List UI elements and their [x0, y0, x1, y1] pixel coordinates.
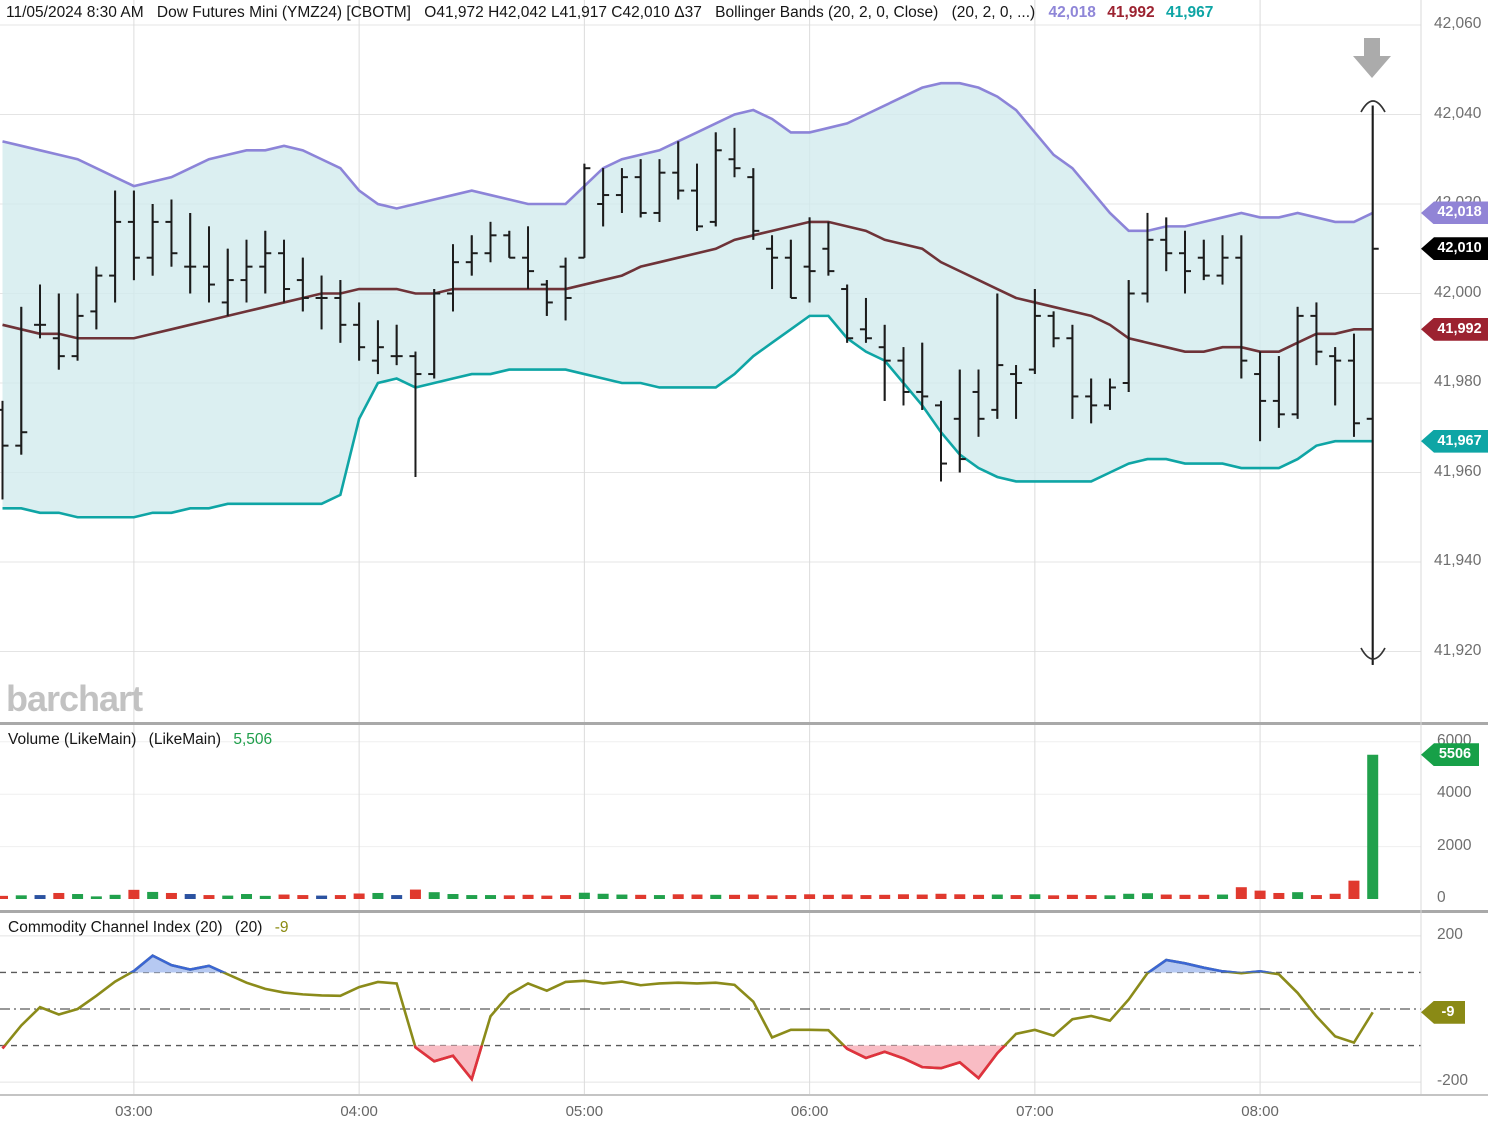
time-axis-tick: 06:00: [790, 1103, 829, 1120]
time-axis-tick: 04:00: [340, 1103, 378, 1120]
cci-line: [1, 954, 1374, 1082]
volume-pane-title: Volume (LikeMain) (LikeMain) 5,506: [8, 731, 280, 749]
volume-axis-tick: 2000: [1437, 836, 1472, 854]
header-ohlc: O41,972 H42,042 L41,917 C42,010 Δ37: [424, 4, 702, 21]
time-axis-tick: 03:00: [115, 1103, 153, 1120]
ellipse-annotation: [1360, 100, 1386, 660]
bollinger-band-area: [2, 81, 1374, 519]
header-symbol: Dow Futures Mini (YMZ24) [CBOTM]: [156, 4, 411, 21]
price-axis-tick: 41,980: [1434, 373, 1482, 390]
volume-value: 5,506: [233, 731, 273, 748]
price-axis-tick: 42,040: [1434, 104, 1482, 122]
volume-title-params: (LikeMain): [148, 731, 222, 748]
header-study: Bollinger Bands (20, 2, 0, Close): [715, 4, 939, 21]
cci-badge: -9: [1421, 1000, 1465, 1024]
price-axis-tick: 41,960: [1434, 462, 1482, 480]
price-axis-tick: 42,000: [1434, 283, 1482, 301]
barchart-watermark: barchart: [6, 678, 143, 719]
middle-band-badge: 41,992: [1421, 317, 1488, 341]
volume-badge: 5506: [1421, 743, 1479, 767]
cci-pane-title: Commodity Channel Index (20) (20) -9: [8, 919, 297, 937]
price-axis-tick: 41,920: [1434, 641, 1482, 659]
cci-value: -9: [274, 919, 289, 936]
down-arrow-annotation: [1353, 38, 1391, 78]
bb-middle-line: [2, 220, 1373, 353]
time-axis-tick: 07:00: [1016, 1103, 1054, 1120]
price-axis-tick: 41,940: [1434, 552, 1482, 569]
cci-plot: [1, 954, 1374, 1082]
chart-header: 11/05/2024 8:30 AM Dow Futures Mini (YMZ…: [6, 4, 1213, 22]
cci-title-label: Commodity Channel Index (20): [8, 919, 223, 936]
volume-axis-tick: 0: [1437, 889, 1446, 906]
cci-axis-tick: -200: [1437, 1072, 1469, 1090]
time-axis-tick: 05:00: [565, 1103, 604, 1120]
header-study-params: (20, 2, 0, ...): [951, 4, 1036, 21]
header-datetime: 11/05/2024 8:30 AM: [6, 4, 144, 21]
price-axis-tick: 42,060: [1434, 15, 1482, 32]
volume-title-label: Volume (LikeMain): [8, 731, 137, 748]
upper-band-badge: 42,018: [1421, 201, 1488, 225]
bb-upper-line: [2, 81, 1374, 233]
volume-axis-tick: 4000: [1437, 784, 1472, 802]
last-price-badge: 42,010: [1421, 237, 1488, 261]
bb-lower-line: [2, 314, 1373, 519]
cci-title-params: (20): [234, 919, 263, 936]
lower-band-badge: 41,967: [1421, 429, 1488, 453]
header-middle-band-value: 41,992: [1107, 4, 1155, 21]
volume-bars: [0, 754, 1379, 899]
time-axis-tick: 08:00: [1241, 1103, 1279, 1120]
cci-axis-tick: 200: [1437, 925, 1463, 943]
header-upper-band-value: 42,018: [1048, 4, 1096, 21]
header-lower-band-value: 41,967: [1165, 4, 1214, 21]
